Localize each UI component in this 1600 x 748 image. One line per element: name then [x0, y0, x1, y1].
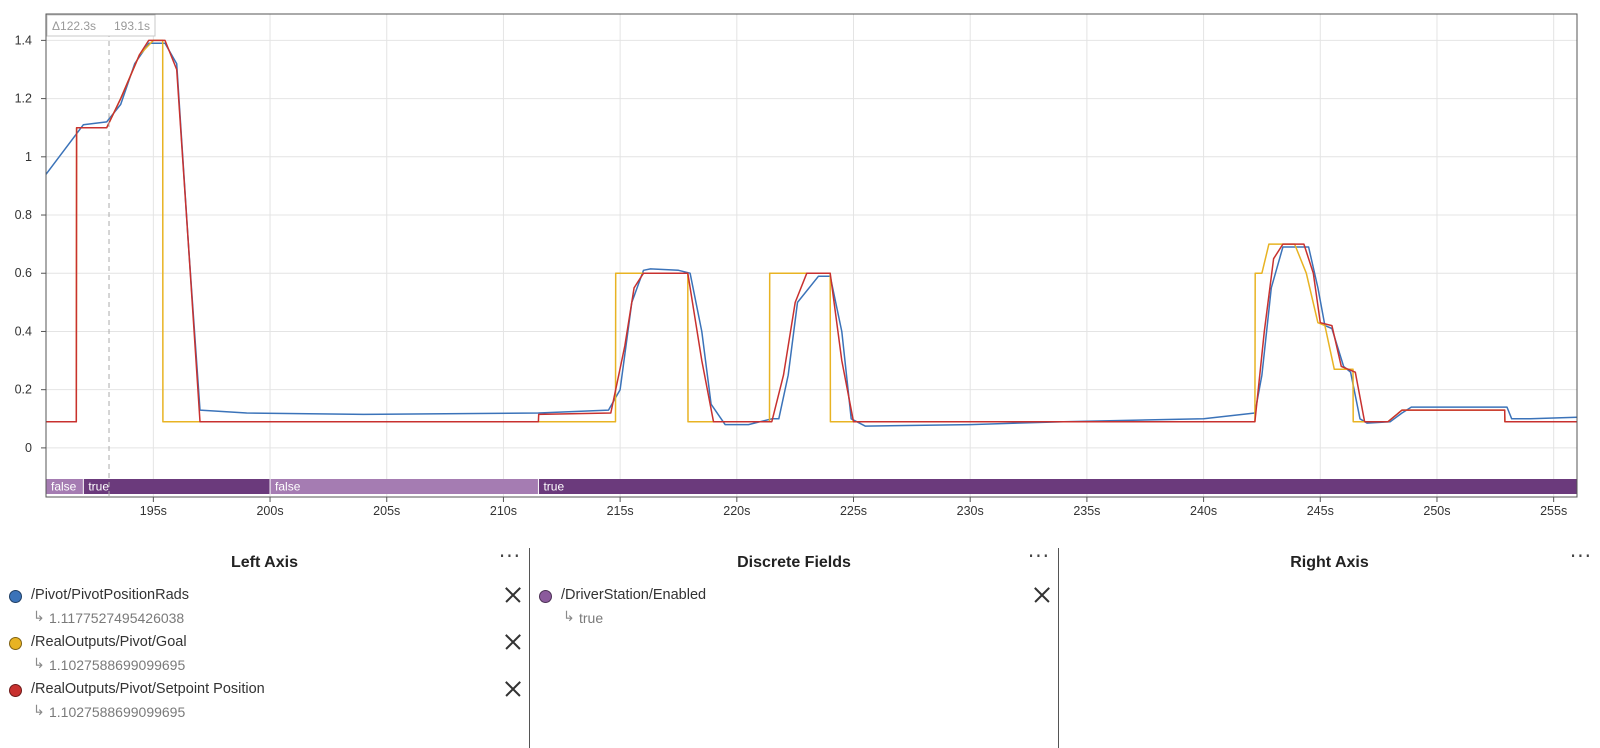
x-tick-label: 205s	[373, 504, 400, 518]
time-cursor: Δ122.3s 193.1s	[46, 14, 156, 497]
x-tick-label: 210s	[490, 504, 517, 518]
field-item[interactable]: /RealOutputs/Pivot/Setpoint Position ↳ 1…	[0, 680, 529, 726]
left-axis-title: Left Axis	[231, 554, 298, 571]
y-tick-label: 0.8	[15, 208, 32, 222]
field-name: /RealOutputs/Pivot/Goal	[31, 634, 187, 650]
series-color-dot[interactable]	[9, 590, 22, 603]
discrete-segment-label: true	[543, 480, 564, 494]
field-value: 1.1027588699099695	[49, 657, 186, 673]
right-axis-menu-button[interactable]: ···	[1569, 544, 1592, 568]
panel-divider	[1058, 548, 1059, 748]
discrete-segment-label: true	[88, 480, 109, 494]
field-name: /Pivot/PivotPositionRads	[31, 587, 189, 603]
x-tick-label: 195s	[140, 504, 167, 518]
remove-icon[interactable]	[1033, 586, 1051, 604]
field-value: 1.1027588699099695	[49, 704, 186, 720]
y-tick-label: 0.6	[15, 266, 32, 280]
series-line	[46, 39, 1577, 423]
return-arrow-icon: ↳	[33, 702, 45, 718]
grid-lines	[46, 14, 1577, 497]
x-tick-label: 230s	[957, 504, 984, 518]
series-color-dot[interactable]	[9, 684, 22, 697]
cursor-readout-box	[46, 14, 156, 37]
field-item[interactable]: /Pivot/PivotPositionRads ↳ 1.11775274954…	[0, 586, 529, 632]
right-axis-panel: Right Axis ···	[1059, 540, 1600, 748]
discrete-fields-menu-button[interactable]: ···	[1027, 544, 1050, 568]
x-axis-ticks: 195s 200s 205s 210s 215s 220s 225s 230s 235s 240s…	[140, 497, 1567, 518]
return-arrow-icon: ↳	[563, 608, 575, 624]
left-axis-panel: Left Axis ··· /Pivot/PivotPositionRads ↳…	[0, 540, 529, 748]
left-axis-menu-button[interactable]: ···	[498, 544, 521, 568]
x-tick-label: 225s	[840, 504, 867, 518]
series-color-dot[interactable]	[539, 590, 552, 603]
cursor-time-label: 193.1s	[114, 19, 150, 33]
discrete-segment-label: false	[275, 480, 301, 494]
discrete-fields-title: Discrete Fields	[737, 554, 851, 571]
plot-frame	[45, 13, 1578, 498]
discrete-segment	[83, 479, 271, 494]
return-arrow-icon: ↳	[33, 655, 45, 671]
discrete-segment	[270, 479, 539, 494]
x-tick-label: 250s	[1423, 504, 1450, 518]
series-line	[45, 42, 1578, 427]
discrete-fields-panel: Discrete Fields ··· /DriverStation/Enabl…	[530, 540, 1058, 748]
field-name: /RealOutputs/Pivot/Setpoint Position	[31, 681, 265, 697]
field-name: /DriverStation/Enabled	[561, 587, 707, 603]
field-value: 1.1177527495426038	[49, 610, 185, 626]
right-axis-title: Right Axis	[1290, 554, 1369, 571]
panel-divider	[529, 548, 530, 748]
x-tick-label: 220s	[723, 504, 750, 518]
y-tick-label: 0.2	[15, 383, 32, 397]
series-lines	[45, 39, 1578, 427]
y-tick-label: 1.4	[15, 33, 32, 47]
remove-icon[interactable]	[504, 633, 522, 651]
discrete-segment	[46, 479, 84, 494]
x-tick-label: 200s	[256, 504, 283, 518]
y-tick-label: 1.2	[15, 92, 32, 106]
x-tick-label: 245s	[1307, 504, 1334, 518]
discrete-segment	[538, 479, 1577, 494]
field-item[interactable]: /DriverStation/Enabled ↳ true	[530, 586, 1058, 632]
x-tick-label: 255s	[1540, 504, 1567, 518]
x-tick-label: 240s	[1190, 504, 1217, 518]
y-tick-label: 0	[25, 441, 32, 455]
field-item[interactable]: /RealOutputs/Pivot/Goal ↳ 1.102758869909…	[0, 633, 529, 679]
return-arrow-icon: ↳	[33, 608, 45, 624]
y-tick-label: 0.4	[15, 324, 32, 338]
x-tick-label: 215s	[607, 504, 634, 518]
x-tick-label: 235s	[1073, 504, 1100, 518]
discrete-segment-label: false	[51, 480, 77, 494]
field-value: true	[579, 610, 604, 626]
series-color-dot[interactable]	[9, 637, 22, 650]
cursor-delta-label: Δ122.3s	[52, 19, 96, 33]
line-chart[interactable]: 0 0.2 0.4 0.6 0.8 1 1.2 1.4 195s 200s 205s 210s 215…	[0, 0, 1600, 535]
series-line	[46, 39, 1577, 423]
y-axis-ticks: 0 0.2 0.4 0.6 0.8 1 1.2 1.4	[15, 33, 46, 455]
remove-icon[interactable]	[504, 680, 522, 698]
remove-icon[interactable]	[504, 586, 522, 604]
y-tick-label: 1	[25, 150, 32, 164]
discrete-track: false true false true	[45, 479, 1577, 494]
